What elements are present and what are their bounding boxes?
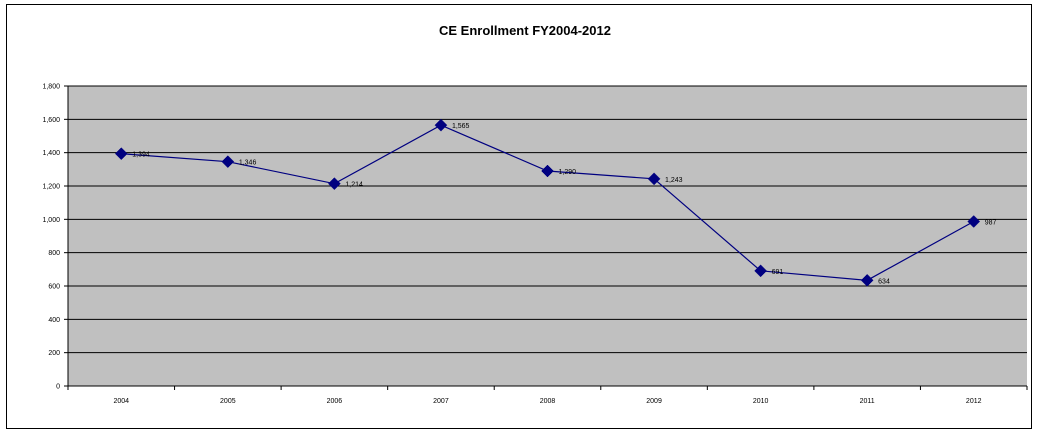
y-tick-label: 1,000 (42, 217, 60, 224)
plot-area: 0 200 400 600 800 1,000 1,200 1,400 1,600 1,800 20… (42, 84, 1028, 405)
data-point-marker (221, 155, 235, 169)
x-tick-label: 2005 (220, 398, 236, 405)
chart-title: CE Enrollment FY2004-2012 (439, 23, 611, 38)
data-point-marker (647, 172, 661, 186)
chart-frame: CE Enrollment FY2004-2012 0 200 400 600 800 1… (6, 4, 1032, 429)
data-label: 691 (772, 269, 784, 276)
x-tick-label: 2004 (113, 398, 129, 405)
data-point-marker (328, 177, 341, 191)
data-label: 1,394 (132, 152, 150, 159)
x-tick-label: 2009 (646, 398, 662, 405)
data-label: 1,214 (345, 182, 363, 189)
data-label: 634 (878, 278, 890, 285)
x-tick-label: 2012 (966, 398, 982, 405)
x-tick-label: 2010 (753, 398, 769, 405)
y-tick-label: 600 (48, 284, 60, 291)
line-chart: CE Enrollment FY2004-2012 0 200 400 600 800 1… (42, 23, 1028, 405)
data-point-marker (754, 264, 767, 278)
data-point-marker (114, 147, 128, 161)
data-point-marker (434, 118, 448, 132)
y-tick-label: 1,400 (42, 150, 60, 157)
data-point-marker (541, 164, 554, 178)
y-tick-label: 1,600 (42, 117, 60, 124)
y-tick-label: 1,200 (42, 184, 60, 191)
data-label: 987 (985, 220, 997, 227)
plot-background (68, 86, 1027, 386)
x-tick-label: 2007 (433, 398, 449, 405)
data-label: 1,290 (559, 169, 577, 176)
y-tick-label: 0 (56, 384, 60, 391)
data-point-marker (860, 273, 874, 287)
x-tick-label: 2008 (540, 398, 556, 405)
x-tick-label: 2011 (860, 398, 875, 405)
data-point-marker (967, 215, 981, 228)
data-label: 1,243 (665, 177, 683, 184)
y-tick-label: 800 (48, 250, 60, 257)
x-tick-label: 2006 (327, 398, 343, 405)
data-label: 1,565 (452, 123, 470, 130)
y-tick-label: 400 (48, 317, 60, 324)
data-label: 1,346 (239, 160, 257, 167)
y-tick-label: 1,800 (42, 84, 60, 91)
y-tick-label: 200 (48, 350, 60, 357)
